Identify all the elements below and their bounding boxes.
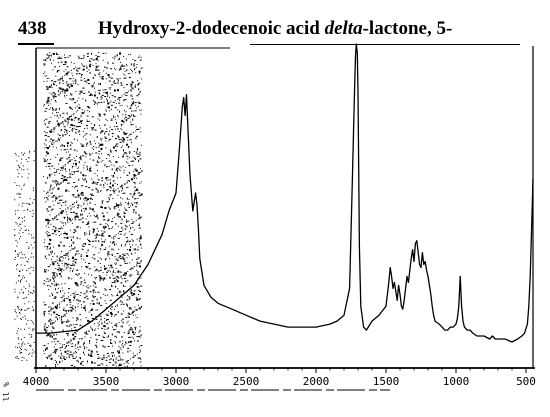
spectrum-trace-0 <box>36 43 534 343</box>
header-underline-right <box>250 44 520 45</box>
header-underline-left <box>18 43 54 45</box>
title-part-2: -lactone, 5- <box>362 18 453 39</box>
title-part-italic: delta <box>324 18 363 39</box>
x-tick-label-3000: 3000 <box>163 375 190 388</box>
x-tick-label-4000: 4000 <box>23 375 50 388</box>
x-tick-label-500: 500 <box>516 375 536 388</box>
x-tick-label-1500: 1500 <box>373 375 400 388</box>
spectrum-number: 438 <box>18 18 47 39</box>
x-tick-label-2500: 2500 <box>233 375 260 388</box>
x-tick-label-2000: 2000 <box>303 375 330 388</box>
title-part-1: Hydroxy-2-dodecenoic acid <box>98 18 325 39</box>
scan-noise-band <box>14 52 143 368</box>
x-tick-label-1000: 1000 <box>443 375 470 388</box>
side-mark: ll % <box>2 382 11 402</box>
x-tick-label-3500: 3500 <box>93 375 120 388</box>
spectrum-title: Hydroxy-2-dodecenoic acid delta-lactone,… <box>98 18 452 40</box>
